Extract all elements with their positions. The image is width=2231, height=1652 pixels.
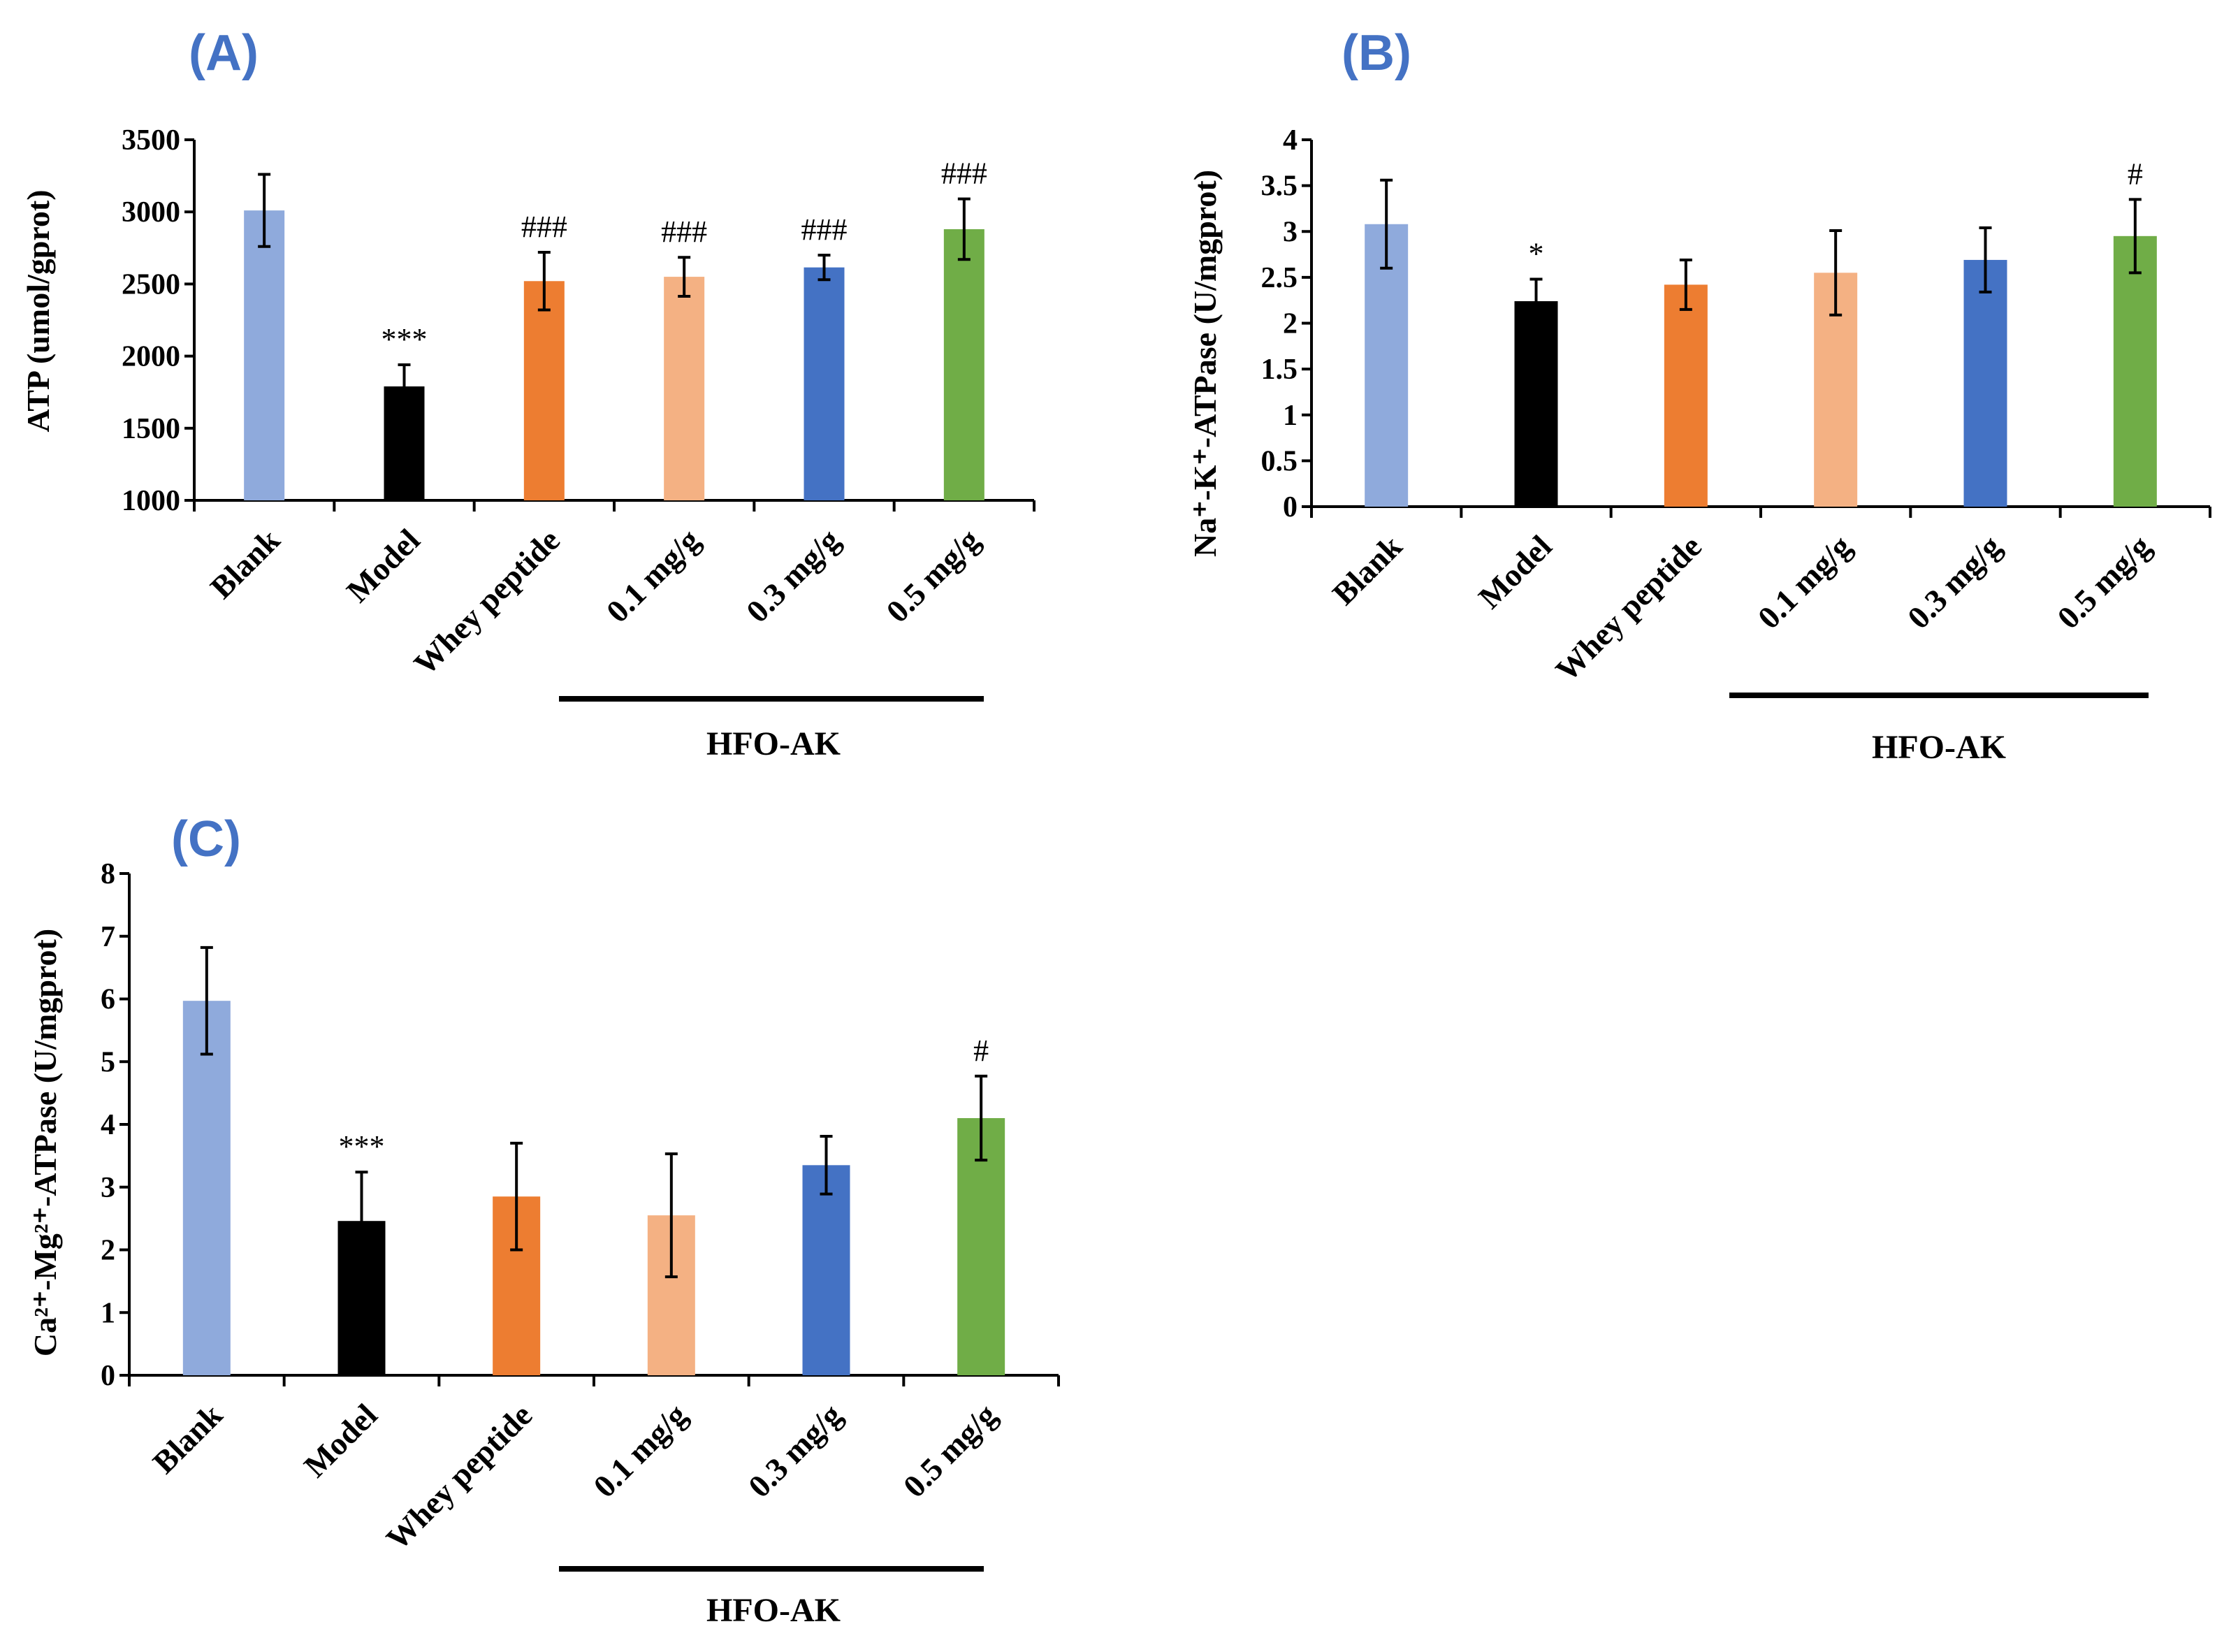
category-label-a-5: 0.5 mg/g bbox=[879, 522, 987, 630]
bar-b-0 bbox=[1365, 224, 1409, 507]
bar-a-4 bbox=[804, 267, 845, 500]
y-tick-label-a: 2500 bbox=[122, 268, 180, 300]
category-label-a-3: 0.1 mg/g bbox=[599, 522, 707, 630]
bar-c-0 bbox=[182, 1001, 231, 1375]
category-label-a-0: Blank bbox=[203, 522, 287, 606]
significance-b-1: * bbox=[1529, 237, 1544, 271]
category-label-a-1: Model bbox=[340, 522, 427, 609]
y-tick-label-b: 4 bbox=[1283, 124, 1298, 157]
panel-c: (C) Ca²⁺-Mg²⁺-ATPase (U/mgprot) HFO-AK 0… bbox=[27, 811, 1060, 1629]
category-label-c-2: Whey peptide bbox=[379, 1397, 539, 1557]
y-tick-label-b: 1.5 bbox=[1261, 354, 1298, 386]
y-axis-label-b: Na⁺-K⁺-ATPase (U/mgprot) bbox=[1187, 170, 1223, 557]
category-label-b-3: 0.1 mg/g bbox=[1751, 528, 1859, 636]
category-label-b-4: 0.3 mg/g bbox=[1901, 528, 2008, 636]
bar-a-2 bbox=[523, 281, 565, 500]
category-label-c-0: Blank bbox=[146, 1397, 230, 1481]
significance-a-3: ### bbox=[661, 215, 707, 249]
y-tick-label-c: 5 bbox=[101, 1046, 115, 1078]
bar-b-4 bbox=[1963, 259, 2007, 507]
y-tick-label-c: 0 bbox=[101, 1360, 115, 1392]
y-tick-label-b: 2.5 bbox=[1261, 262, 1298, 294]
y-tick-label-b: 3 bbox=[1283, 216, 1298, 248]
bar-c-4 bbox=[802, 1165, 850, 1375]
y-tick-label-c: 2 bbox=[101, 1235, 115, 1267]
category-label-b-2: Whey peptide bbox=[1548, 528, 1708, 688]
y-tick-label-b: 1 bbox=[1283, 400, 1298, 432]
y-tick-label-a: 3000 bbox=[122, 196, 180, 229]
group-label-b: HFO-AK bbox=[1872, 729, 2006, 766]
panel-label-b: (B) bbox=[1342, 25, 1411, 81]
group-label-a: HFO-AK bbox=[706, 725, 841, 762]
panel-label-a: (A) bbox=[189, 25, 259, 81]
y-tick-label-c: 7 bbox=[101, 921, 115, 953]
category-label-b-5: 0.5 mg/g bbox=[2050, 528, 2158, 636]
bar-a-5 bbox=[943, 229, 984, 500]
y-tick-label-a: 3500 bbox=[122, 124, 180, 157]
y-tick-label-c: 3 bbox=[101, 1172, 115, 1204]
category-label-c-5: 0.5 mg/g bbox=[896, 1397, 1004, 1505]
category-label-c-4: 0.3 mg/g bbox=[741, 1397, 849, 1505]
significance-a-4: ### bbox=[801, 212, 848, 247]
significance-c-1: *** bbox=[339, 1129, 385, 1164]
bar-a-3 bbox=[664, 277, 705, 500]
category-label-b-1: Model bbox=[1471, 528, 1559, 616]
panel-b: (B) Na⁺-K⁺-ATPase (U/mgprot) HFO-AK 0 0.5… bbox=[1187, 25, 2211, 766]
y-tick-label-c: 1 bbox=[101, 1297, 115, 1329]
bar-b-5 bbox=[2113, 236, 2157, 507]
y-tick-label-c: 6 bbox=[101, 984, 115, 1016]
y-tick-label-a: 1500 bbox=[122, 413, 180, 445]
y-axis-label-c: Ca²⁺-Mg²⁺-ATPase (U/mgprot) bbox=[27, 929, 63, 1356]
group-label-c: HFO-AK bbox=[706, 1592, 841, 1629]
y-tick-label-b: 0 bbox=[1283, 491, 1298, 523]
y-tick-label-c: 4 bbox=[101, 1109, 115, 1141]
category-label-a-2: Whey peptide bbox=[407, 522, 567, 682]
y-tick-label-a: 2000 bbox=[122, 341, 180, 373]
y-tick-label-a: 1000 bbox=[122, 485, 180, 517]
significance-c-5: # bbox=[973, 1034, 989, 1068]
y-tick-label-c: 8 bbox=[101, 858, 115, 890]
y-axis-label-a: ATP (umol/gprot) bbox=[20, 189, 56, 432]
panel-label-c: (C) bbox=[171, 811, 241, 867]
category-label-c-1: Model bbox=[297, 1397, 384, 1484]
panel-a: (A) ATP (umol/gprot) HFO-AK 1000 1500 2000… bbox=[20, 25, 1035, 762]
category-label-b-0: Blank bbox=[1325, 528, 1409, 612]
category-label-c-3: 0.1 mg/g bbox=[586, 1397, 694, 1505]
bar-a-0 bbox=[244, 210, 285, 500]
y-tick-label-b: 0.5 bbox=[1261, 445, 1298, 477]
significance-a-2: ### bbox=[521, 210, 567, 244]
significance-b-5: # bbox=[2128, 157, 2143, 191]
bar-b-2 bbox=[1664, 284, 1708, 507]
significance-a-5: ### bbox=[941, 157, 987, 191]
bar-b-1 bbox=[1514, 301, 1558, 507]
y-tick-label-b: 3.5 bbox=[1261, 171, 1298, 203]
significance-a-1: *** bbox=[381, 322, 428, 356]
y-tick-label-b: 2 bbox=[1283, 308, 1298, 340]
category-label-a-4: 0.3 mg/g bbox=[739, 522, 847, 630]
